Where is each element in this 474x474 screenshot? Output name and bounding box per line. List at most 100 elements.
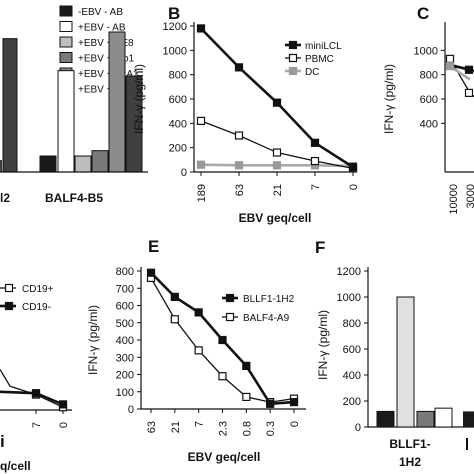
x-tick-label-e: 0.3	[265, 421, 277, 436]
x-tick-label-e: 21	[170, 421, 182, 433]
y-tick-label-f: 0	[355, 422, 361, 434]
legend-swatch-2	[59, 36, 73, 48]
y-tick-label-c: 600	[420, 94, 438, 106]
point-e-1	[194, 346, 203, 355]
panel-letter-b: B	[168, 4, 180, 23]
y-tick-label-c: 1000	[414, 45, 438, 57]
bar-prev-category	[2, 38, 18, 173]
legend-label-b-2: DC	[305, 67, 319, 78]
bar-left-fragment	[0, 160, 2, 172]
panel-a: -EBV - AB +EBV - AB +EBV + FE8 +EBV + Iso1 +…	[0, 5, 148, 205]
bar-f-0	[376, 410, 395, 428]
y-tick-label-c: 800	[420, 70, 438, 82]
y-label-b: IFN-γ (pg/ml)	[132, 64, 146, 134]
point-b-1	[196, 116, 206, 126]
point-b-1	[272, 148, 282, 157]
point-c-1b	[464, 88, 474, 98]
bar-f-next	[463, 411, 474, 427]
point-b-2	[234, 161, 244, 170]
x-tick-label-e: 0.8	[241, 421, 253, 436]
y-tick-label-e: 700	[116, 283, 134, 295]
point-e-0	[194, 308, 203, 317]
x-label-b: EBV geq/cell	[239, 211, 312, 225]
legend-label-0: -EBV - AB	[78, 7, 123, 18]
point-c-2	[445, 62, 455, 71]
y-tick-label-f: 400	[343, 370, 361, 382]
panel-letter-e: E	[148, 237, 159, 256]
y-tick-label-e: 0	[128, 404, 134, 416]
legend-swatch-0	[59, 5, 73, 17]
bar-0	[39, 155, 57, 173]
x-tick-label-b: 63	[234, 184, 246, 196]
x-tick-label-b: 189	[196, 184, 208, 202]
x-tick-label-d: 0	[58, 422, 70, 428]
legend-marker-d-0	[4, 283, 14, 293]
legend-label-5: +EBV + Iso2	[78, 85, 135, 96]
y-label-e: IFN-γ (pg/ml)	[86, 305, 100, 375]
category-label-a: BALF4-B5	[45, 191, 103, 205]
y-tick-label-b: 1200	[163, 21, 187, 33]
y-tick-label-b: 400	[169, 118, 187, 130]
legend-label-1: +EBV - AB	[78, 23, 126, 34]
legend-marker-b-0	[288, 40, 298, 50]
y-tick-label-e: 100	[116, 387, 134, 399]
point-e-0	[242, 361, 251, 370]
legend-marker-b-1	[288, 53, 298, 63]
x-tick-label-e: 2.3	[218, 421, 230, 436]
y-tick-label-f: 1000	[337, 292, 361, 304]
point-c-0b	[464, 65, 474, 74]
x-tick-label-e: 63	[146, 421, 158, 433]
point-b-0	[234, 63, 244, 72]
y-tick-label-b: 800	[169, 70, 187, 82]
legend-swatch-3	[59, 52, 73, 63]
point-e-1	[242, 392, 251, 402]
panel-d: 7 0 CD19+ CD19- i q/cell	[0, 283, 72, 473]
legend-label-e-1: BALF4-A9	[243, 313, 290, 324]
legend-label-2: +EBV + FE8	[78, 38, 134, 49]
y-tick-label-b: 200	[169, 143, 187, 155]
y-tick-label-b: 0	[181, 167, 187, 179]
panel-letter-c: C	[417, 4, 429, 23]
legend-label-3: +EBV + Iso1	[78, 54, 135, 65]
point-e-1	[170, 315, 179, 324]
bar-f-3	[434, 407, 453, 428]
x-tick-label-d: 7	[31, 422, 43, 428]
x-tick-label-b: 21	[272, 184, 284, 196]
y-tick-label-f: 800	[343, 318, 361, 330]
x-tick-label-b: 7	[310, 184, 322, 190]
y-tick-label-b: 1000	[163, 45, 187, 57]
panel-c: 1000 800 600 400 IFN-γ (pg/ml) 10000 3000	[382, 22, 474, 215]
panel-letter-fragment-d: i	[0, 432, 5, 451]
category-fragment-f	[466, 438, 468, 450]
point-b-1	[310, 156, 320, 166]
y-tick-label-b: 600	[169, 94, 187, 106]
category-fragment-a: l2	[0, 191, 10, 205]
y-tick-label-e: 800	[116, 266, 134, 278]
point-b-2	[272, 161, 282, 170]
category-label-f: BLLF1-	[389, 437, 430, 451]
point-e-1	[218, 372, 227, 381]
legend-label-d-1: CD19-	[22, 302, 51, 313]
bar-f-2	[416, 410, 435, 428]
bar-1	[57, 70, 75, 173]
point-e-0	[289, 398, 299, 407]
y-label-c: IFN-γ (pg/ml)	[382, 64, 396, 134]
point-b-0	[196, 24, 206, 33]
point-b-0	[310, 138, 320, 147]
y-tick-label-c: 400	[420, 118, 438, 130]
y-tick-label-e: 200	[116, 370, 134, 382]
point-e-0	[266, 399, 275, 408]
point-e-0	[170, 292, 179, 301]
y-tick-label-e: 400	[116, 335, 134, 347]
bar-3	[91, 150, 109, 173]
y-tick-label-e: 500	[116, 318, 134, 330]
point-e-0	[218, 335, 227, 345]
legend-label-e-0: BLLF1-1H2	[243, 294, 295, 305]
point-c-1	[445, 54, 455, 63]
legend-marker-e-0	[225, 293, 235, 303]
point-b-0	[348, 163, 358, 172]
point-e-0	[146, 268, 156, 277]
x-label-fragment-d: q/cell	[0, 459, 31, 473]
category-label-f: 1H2	[399, 455, 421, 469]
